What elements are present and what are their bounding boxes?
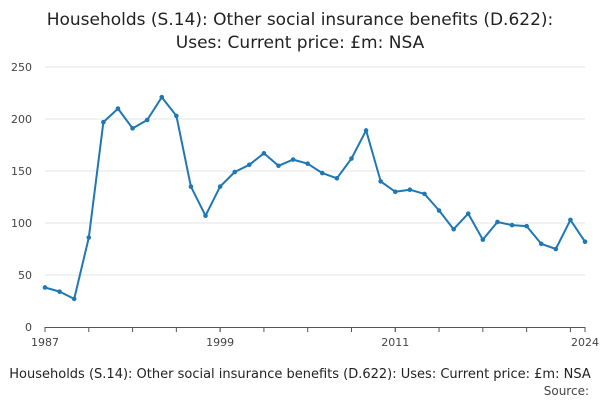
chart-title-line-1: Households (S.14): Other social insuranc…: [47, 10, 554, 30]
chart-title: Households (S.14): Other social insuranc…: [47, 10, 554, 53]
data-point[interactable]: [465, 211, 471, 216]
series-line: [44, 96, 586, 300]
x-tick-label: 1999: [206, 336, 234, 349]
y-tick-label: 0: [25, 321, 32, 334]
data-point[interactable]: [319, 170, 325, 176]
data-point[interactable]: [261, 151, 267, 156]
data-point[interactable]: [42, 285, 48, 290]
gridlines: [45, 66, 585, 276]
y-tick-label: 50: [18, 269, 32, 282]
data-point[interactable]: [188, 184, 194, 189]
source-label: Source:: [544, 384, 589, 398]
x-tick-label: 2011: [381, 336, 409, 349]
data-point[interactable]: [524, 223, 529, 229]
data-point[interactable]: [334, 175, 340, 181]
data-point[interactable]: [363, 128, 369, 133]
data-point[interactable]: [422, 191, 427, 197]
data-point[interactable]: [480, 237, 486, 242]
data-point[interactable]: [407, 187, 413, 193]
data-point[interactable]: [217, 184, 223, 189]
data-point[interactable]: [276, 163, 281, 169]
series-line-group: [42, 94, 588, 302]
y-tick-label: 200: [11, 113, 32, 126]
data-point[interactable]: [553, 246, 559, 252]
data-point[interactable]: [130, 126, 135, 131]
data-point[interactable]: [538, 241, 544, 247]
data-point[interactable]: [436, 208, 442, 213]
data-point[interactable]: [203, 213, 208, 219]
data-point[interactable]: [115, 106, 121, 111]
data-point[interactable]: [144, 117, 150, 123]
data-point[interactable]: [232, 169, 238, 175]
data-point[interactable]: [174, 113, 179, 119]
data-point[interactable]: [305, 161, 311, 167]
y-tick-label: 100: [11, 217, 32, 230]
data-point[interactable]: [392, 189, 398, 195]
data-point[interactable]: [247, 162, 252, 168]
data-point[interactable]: [509, 222, 515, 228]
chart-title-line-2: Uses: Current price: £m: NSA: [176, 33, 425, 53]
data-point[interactable]: [71, 296, 77, 302]
y-tick-label: 250: [11, 61, 32, 74]
data-point[interactable]: [582, 239, 588, 245]
data-point[interactable]: [568, 217, 573, 223]
x-tick-label: 2024: [571, 336, 599, 349]
x-tick-label: 1987: [31, 336, 59, 349]
data-point[interactable]: [378, 179, 383, 184]
data-point[interactable]: [159, 94, 165, 100]
data-point[interactable]: [451, 226, 456, 232]
chart-footer-title: Households (S.14): Other social insuranc…: [9, 367, 591, 382]
y-tick-label: 150: [11, 165, 32, 178]
axes: 0 50 100 150 200 250 1987 1999 2011 2024: [11, 61, 599, 349]
data-point[interactable]: [57, 289, 62, 294]
data-point[interactable]: [495, 219, 500, 225]
data-point[interactable]: [101, 119, 106, 125]
data-point[interactable]: [86, 235, 92, 240]
data-point[interactable]: [349, 156, 354, 161]
data-point[interactable]: [290, 157, 296, 162]
